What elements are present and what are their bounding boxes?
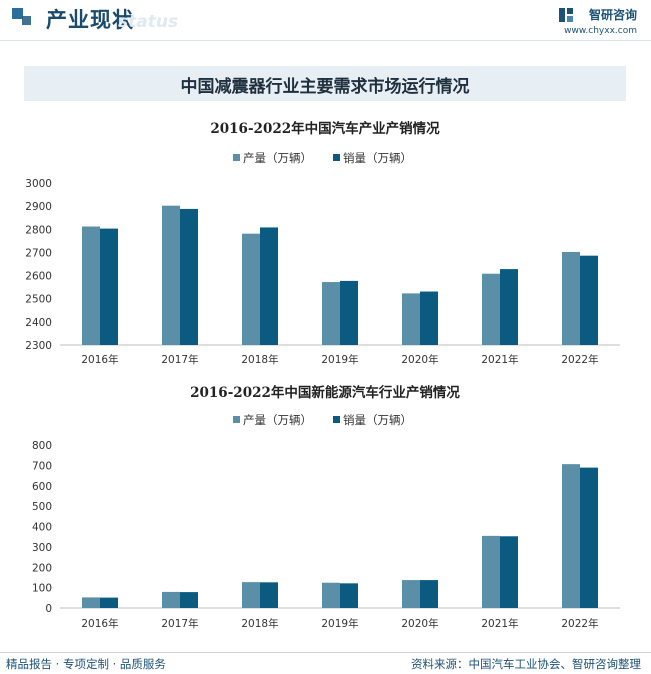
bar-sales (500, 536, 518, 608)
x-tick-label: 2016年 (81, 617, 118, 630)
legend-swatch (333, 416, 340, 423)
section-logo-accent-icon (22, 16, 31, 25)
x-tick-label: 2022年 (561, 617, 598, 630)
x-tick-label: 2020年 (401, 353, 438, 366)
legend-label: 销量（万辆） (343, 413, 412, 427)
brand-logo-icon (559, 8, 573, 22)
y-tick-label: 300 (32, 542, 52, 554)
y-tick-label: 400 (32, 522, 52, 534)
x-tick-label: 2019年 (321, 617, 358, 630)
x-tick-label: 2017年 (161, 353, 198, 366)
x-tick-label: 2021年 (481, 353, 518, 366)
y-tick-label: 500 (32, 501, 52, 513)
bar-production (562, 251, 580, 345)
y-tick-label: 2500 (25, 294, 52, 306)
bar-sales (180, 208, 198, 345)
bar-sales (340, 583, 358, 608)
y-tick-label: 600 (32, 481, 52, 493)
top-header: 产业现状 status 智研咨询 www.chyxx.com (0, 0, 651, 40)
footer-slogan: 精品报告 · 专项定制 · 品质服务 (6, 657, 166, 671)
bar-sales (420, 291, 438, 345)
bar-production (162, 205, 180, 345)
bar-production (82, 597, 100, 608)
footer-divider (0, 652, 651, 653)
bar-production (482, 535, 500, 608)
chart-title: 2016-2022年中国新能源汽车行业产销情况 (190, 384, 460, 401)
bar-production (402, 580, 420, 608)
y-tick-label: 2700 (25, 247, 52, 259)
banner: 中国减震器行业主要需求市场运行情况 (24, 66, 626, 101)
brand-url: www.chyxx.com (564, 26, 637, 36)
x-tick-label: 2019年 (321, 353, 358, 366)
legend-label: 产量（万辆） (243, 413, 312, 427)
brand-block: 智研咨询 www.chyxx.com (564, 6, 637, 36)
y-tick-label: 3000 (25, 178, 52, 190)
bar-sales (260, 227, 278, 345)
banner-title: 中国减震器行业主要需求市场运行情况 (180, 77, 470, 97)
y-tick-label: 800 (32, 440, 52, 452)
section-logo-icon (12, 8, 23, 19)
bar-production (482, 273, 500, 345)
legend-label: 销量（万辆） (343, 151, 412, 165)
legend-swatch (333, 154, 340, 161)
y-tick-label: 100 (32, 583, 52, 595)
x-tick-label: 2020年 (401, 617, 438, 630)
bar-production (562, 464, 580, 608)
section-title: 产业现状 (46, 8, 134, 32)
bar-sales (260, 582, 278, 608)
x-tick-label: 2021年 (481, 617, 518, 630)
x-tick-label: 2018年 (241, 617, 278, 630)
x-tick-label: 2016年 (81, 353, 118, 366)
bar-production (162, 591, 180, 608)
y-tick-label: 2400 (25, 317, 52, 329)
bar-production (82, 226, 100, 345)
footer-source: 资料来源：中国汽车工业协会、智研咨询整理 (411, 657, 641, 671)
bar-production (242, 233, 260, 345)
bar-sales (100, 597, 118, 608)
legend-swatch (233, 416, 240, 423)
y-tick-label: 2600 (25, 271, 52, 283)
bar-sales (340, 280, 358, 345)
bar-sales (180, 592, 198, 608)
footer: 精品报告 · 专项定制 · 品质服务 资料来源：中国汽车工业协会、智研咨询整理 (0, 654, 651, 674)
bar-production (402, 293, 420, 345)
bar-production (242, 582, 260, 608)
y-tick-label: 200 (32, 562, 52, 574)
x-tick-label: 2022年 (561, 353, 598, 366)
legend-label: 产量（万辆） (243, 151, 312, 165)
legend-swatch (233, 154, 240, 161)
x-tick-label: 2017年 (161, 617, 198, 630)
chart-title: 2016-2022年中国汽车产业产销情况 (210, 120, 440, 137)
brand-name: 智研咨询 (588, 8, 637, 22)
bar-production (322, 582, 340, 608)
bar-sales (420, 580, 438, 608)
bar-sales (100, 228, 118, 345)
x-tick-label: 2018年 (241, 353, 278, 366)
y-tick-label: 2300 (25, 340, 52, 352)
bar-sales (500, 269, 518, 345)
bar-sales (580, 467, 598, 608)
section-ghost-text: status (118, 12, 179, 32)
bar-sales (580, 255, 598, 345)
y-tick-label: 700 (32, 460, 52, 472)
y-tick-label: 0 (45, 603, 52, 615)
bar-production (322, 282, 340, 345)
y-tick-label: 2800 (25, 224, 52, 236)
y-tick-label: 2900 (25, 201, 52, 213)
header-divider (0, 40, 651, 41)
